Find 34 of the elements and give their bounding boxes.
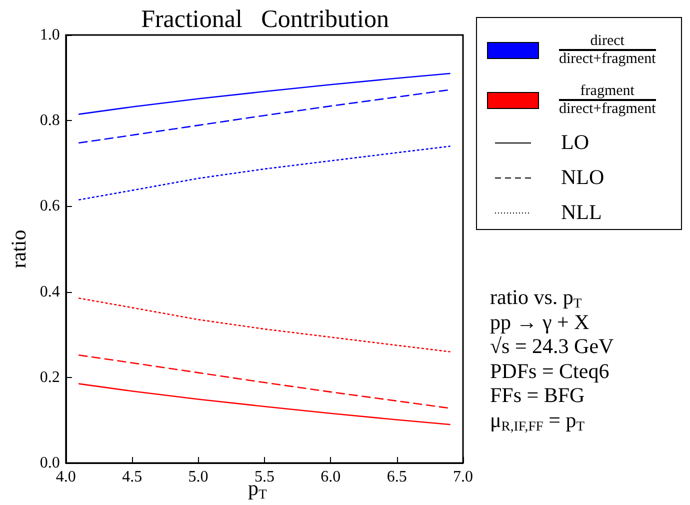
text: PDFs = Cteq6: [490, 358, 610, 383]
y-tick-label: 0.0: [40, 454, 60, 472]
line-series: [78, 298, 450, 352]
line-series: [78, 72, 450, 115]
y-axis-title: ratio: [6, 230, 30, 268]
text: direct: [559, 33, 656, 51]
text: fragment: [559, 83, 656, 101]
text: NLO: [561, 165, 604, 190]
x-tick-label: 6.5: [386, 468, 407, 486]
text: ratio vs. p$_{T}$: [490, 285, 583, 310]
x-tick-label: 4.5: [122, 468, 142, 486]
line-series: [78, 89, 450, 144]
y-tick-label: 0.4: [40, 283, 60, 300]
y-tick-label: 1.0: [40, 26, 60, 44]
x-tick-label: 4.0: [56, 468, 76, 486]
text: √s = 24.3 GeV: [490, 334, 614, 358]
x-tick-label: 5.5: [254, 468, 274, 486]
text: direct+fragment: [559, 51, 656, 67]
x-tick-label: 7.0: [453, 468, 473, 486]
y-tick-label: 0.8: [40, 112, 60, 130]
x-tick-label: 5.0: [188, 468, 208, 486]
y-tick-label: 0.2: [40, 368, 60, 386]
text: NLL: [561, 200, 602, 225]
text: μ$_{R,IF,FF}$ = p$_{T}$: [490, 408, 586, 433]
x-tick-label: 6.0: [320, 468, 341, 486]
line-series: [78, 383, 450, 426]
text: pp → γ + X: [490, 310, 590, 334]
text: LO: [561, 130, 589, 155]
chart-title: Fractional Contribution: [141, 6, 390, 33]
text: direct+fragment: [559, 101, 656, 117]
line-series: [78, 146, 450, 200]
line-series: [78, 354, 450, 409]
text: FFs = BFG: [490, 383, 586, 408]
y-tick-label: 0.6: [40, 198, 60, 215]
